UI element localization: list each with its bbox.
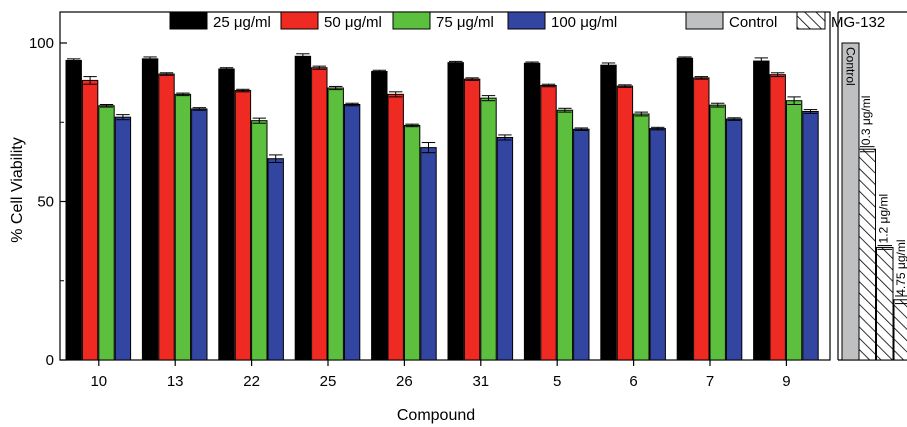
bar [234, 90, 252, 361]
bar [725, 118, 743, 361]
legend-label: 100 μg/ml [551, 14, 617, 31]
bar [802, 110, 819, 361]
y-tick-labels: 0 50 100 [29, 35, 67, 369]
bar [267, 158, 284, 361]
bar [540, 84, 557, 361]
bar [343, 103, 361, 361]
x-tick-label: 26 [396, 373, 413, 390]
bar [311, 67, 328, 361]
bar [769, 74, 786, 361]
bar [387, 93, 404, 361]
bar [447, 62, 464, 361]
bar [218, 68, 235, 361]
bar [158, 73, 175, 361]
bar [420, 147, 437, 361]
bar [98, 105, 115, 361]
x-tick-label: 22 [243, 373, 260, 390]
bar [251, 120, 268, 361]
mg132-bar [893, 299, 907, 361]
mg132-bar-label: 0.3 μg/ml [859, 96, 873, 146]
bar [785, 100, 803, 361]
bar [403, 124, 421, 361]
x-tick-label: 5 [553, 373, 561, 390]
bar [463, 78, 481, 361]
mg132-bar [858, 148, 876, 361]
legend-swatch [392, 11, 431, 30]
y-axis-label: % Cell Viability [9, 137, 26, 243]
x-tick-labels: 10 13 22 25 26 31 5 6 7 9 [90, 360, 791, 390]
control-bar-label: Control [844, 47, 858, 86]
legend-swatch [169, 11, 208, 30]
main-plot-frame [59, 11, 831, 361]
control-bar [841, 42, 860, 361]
legend: 25 μg/ml 50 μg/ml 75 μg/ml 100 μg/ml Control… [169, 11, 885, 31]
bar [371, 71, 388, 361]
mg132-bar-label: 4.75 μg/ml [894, 239, 907, 295]
bar [600, 64, 617, 361]
bar [141, 58, 159, 361]
bar [676, 57, 694, 361]
legend-label: 50 μg/ml [324, 14, 382, 31]
legend-swatch [796, 11, 826, 30]
legend-label: 75 μg/ml [436, 14, 494, 31]
x-tick-label: 10 [90, 373, 107, 390]
legend-label: MG-132 [831, 14, 885, 31]
bar [496, 136, 514, 361]
bar [633, 113, 650, 361]
mg132-bar [876, 246, 894, 361]
y-tick-label: 0 [46, 352, 54, 369]
bar [693, 77, 710, 361]
legend-label: 25 μg/ml [213, 14, 271, 31]
bar [81, 79, 99, 361]
legend-swatch [685, 11, 724, 30]
x-tick-label: 7 [706, 373, 714, 390]
bar [65, 59, 82, 361]
x-tick-label: 25 [320, 373, 337, 390]
bar [709, 104, 726, 361]
y-tick-label: 50 [37, 194, 54, 211]
bar [523, 62, 541, 361]
bar [556, 109, 574, 361]
bar [753, 60, 770, 361]
bar [616, 85, 634, 361]
legend-label: Control [729, 14, 777, 31]
bar [327, 87, 344, 361]
x-tick-label: 13 [167, 373, 184, 390]
bar [649, 128, 666, 361]
legend-swatch [507, 11, 546, 30]
x-axis-label: Compound [397, 407, 475, 424]
mg132-bar-label: 1.2 μg/ml [877, 194, 891, 244]
bar [114, 116, 132, 361]
bar [573, 128, 590, 361]
x-tick-label: 6 [629, 373, 637, 390]
y-tick-label: 100 [29, 35, 54, 52]
bar [191, 108, 208, 361]
bar [174, 93, 192, 361]
x-tick-label: 31 [472, 373, 489, 390]
x-tick-label: 9 [782, 373, 790, 390]
bar [294, 55, 312, 361]
legend-swatch [280, 11, 319, 30]
bar [480, 97, 497, 361]
